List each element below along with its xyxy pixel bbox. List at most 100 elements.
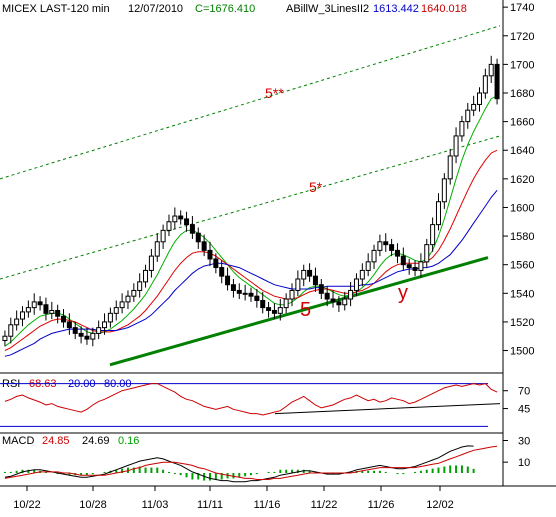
macd-histogram-value: 0.16 — [118, 435, 139, 447]
chart-close-value: C=1676.410 — [195, 3, 255, 15]
price-y-tick-label: 1620 — [510, 174, 534, 186]
candle-body — [195, 232, 201, 243]
candle-body — [324, 292, 330, 300]
candle-body — [102, 321, 108, 329]
candle-body — [61, 315, 67, 323]
candle-body — [453, 135, 459, 157]
candle-body — [289, 289, 295, 300]
candle-body — [131, 289, 137, 297]
candle-body — [90, 332, 96, 340]
candle-body — [359, 269, 365, 280]
price-y-tick-label: 1600 — [510, 202, 534, 214]
chart-date: 12/07/2010 — [128, 3, 183, 15]
x-tick-label: 12/02 — [426, 499, 454, 511]
candle-body — [236, 289, 242, 294]
candle-body — [119, 301, 125, 309]
candle-body — [107, 312, 113, 323]
trend-line-green — [109, 256, 489, 367]
candle-body — [471, 103, 477, 111]
candle-body — [260, 299, 266, 309]
price-y-tick-label: 1740 — [510, 2, 534, 14]
candle-body — [43, 304, 49, 314]
candle-body — [336, 301, 342, 306]
candle-body — [271, 309, 277, 314]
candle-body — [266, 307, 272, 311]
price-y-tick-label: 1680 — [510, 88, 534, 100]
candle-body — [394, 249, 400, 257]
price-y-tick-label: 1540 — [510, 288, 534, 300]
candle-body — [318, 284, 324, 294]
price-y-tick-label: 1580 — [510, 231, 534, 243]
rsi-y-tick-label: 70 — [518, 386, 530, 398]
candle-body — [295, 278, 301, 291]
candle-body — [242, 292, 248, 295]
candle-body — [66, 321, 72, 329]
candle-body — [353, 278, 359, 291]
candle-body — [225, 275, 231, 286]
candle-body — [424, 244, 430, 263]
candle-body — [277, 307, 283, 314]
price-y-tick-label: 1500 — [510, 346, 534, 358]
candle-body — [435, 201, 441, 226]
candle-body — [441, 178, 447, 203]
candle-body — [49, 309, 55, 314]
candle-body — [465, 109, 471, 123]
candle-body — [166, 221, 172, 231]
channel-lower-dashed — [0, 135, 501, 280]
price-y-tick-label: 1660 — [510, 117, 534, 129]
macd-panel: MACD 24.85 24.69 0.16 10 30 — [0, 435, 556, 487]
price-y-tick-label: 1520 — [510, 317, 534, 329]
candle-body — [476, 92, 482, 105]
x-tick-label: 11/22 — [311, 499, 338, 511]
candle-body — [307, 269, 313, 277]
candle-body — [412, 267, 418, 271]
indicator-value-red: 1640.018 — [421, 3, 467, 15]
candle-body — [160, 229, 166, 243]
x-tick-label: 10/28 — [79, 499, 107, 511]
candle-body — [137, 281, 143, 291]
x-tick-label: 11/03 — [142, 499, 169, 511]
indicator-name: ABillW_3LinesII2 — [286, 3, 369, 15]
candle-body — [248, 292, 254, 297]
rsi-trend-line — [274, 403, 501, 415]
candle-body — [143, 269, 149, 283]
candle-body — [148, 255, 154, 271]
candle-body — [96, 327, 102, 334]
candle-body — [125, 295, 131, 303]
candle-body — [230, 284, 236, 291]
price-y-tick-label: 1560 — [510, 260, 534, 272]
macd-y-tick-label: 30 — [518, 436, 530, 448]
candle-body — [84, 335, 90, 340]
annotation-wave-5-star: 5* — [309, 179, 323, 195]
wave-annotations: 5** 5* 5 y — [265, 85, 408, 321]
x-axis: 10/22 10/28 11/03 11/11 11/16 11/22 11/26 12/02 — [13, 486, 454, 511]
candle-body — [488, 63, 494, 77]
candle-body — [383, 241, 389, 246]
candle-body — [371, 249, 377, 263]
candle-body — [377, 241, 383, 251]
candle-body — [430, 224, 436, 246]
candle-body — [20, 311, 26, 320]
candle-body — [213, 258, 219, 269]
candle-body — [178, 215, 184, 220]
macd-signal-line — [4, 445, 498, 480]
candle-body — [37, 301, 43, 306]
candle-body — [330, 298, 336, 303]
candle-body — [184, 218, 190, 226]
indicator-value-blue: 1613.442 — [373, 3, 419, 15]
annotation-wave-5: 5 — [300, 299, 311, 321]
price-panel: 1500 1520 1540 1560 1580 1600 1620 1640 1660 1680… — [0, 0, 534, 486]
candle-body — [113, 307, 119, 314]
candle-body — [348, 289, 354, 300]
candle-body — [301, 269, 307, 280]
candle-body — [189, 224, 195, 234]
candle-body — [312, 275, 318, 286]
rsi-line — [4, 383, 498, 416]
price-y-tick-label: 1640 — [510, 145, 534, 157]
x-tick-label: 11/26 — [368, 499, 395, 511]
candle-body — [342, 298, 348, 306]
candle-body — [447, 155, 453, 180]
candle-body — [283, 298, 289, 309]
